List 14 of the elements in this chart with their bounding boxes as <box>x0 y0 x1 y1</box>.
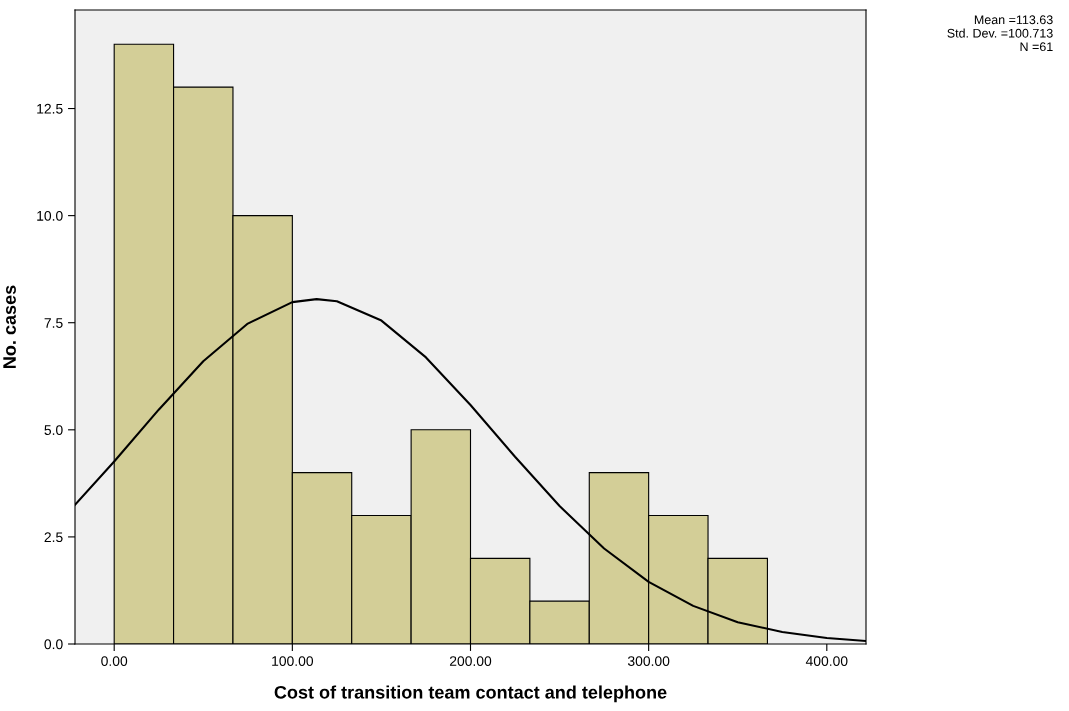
x-tick-label: 300.00 <box>627 656 670 667</box>
x-tick-label: 200.00 <box>449 656 492 667</box>
text: Mean =113.63 Std. Dev. =100.713 N =61 <box>947 15 1053 52</box>
x-tick-label: 400.00 <box>805 656 848 667</box>
y-tick-label: 7.5 <box>44 318 63 328</box>
y-axis-title: No. cases <box>3 285 16 368</box>
y-tick-label: 12.5 <box>37 103 63 114</box>
x-tick-label: 0.00 <box>101 656 128 667</box>
y-tick-label: 10.0 <box>37 210 63 221</box>
y-tick-label: 2.5 <box>44 532 63 543</box>
x-axis-title: Cost of transition team contact and telephone <box>274 685 667 703</box>
y-tick-label: 0.0 <box>44 639 63 650</box>
y-tick-label: 5.0 <box>44 425 63 435</box>
x-tick-label: 100.00 <box>272 656 314 667</box>
